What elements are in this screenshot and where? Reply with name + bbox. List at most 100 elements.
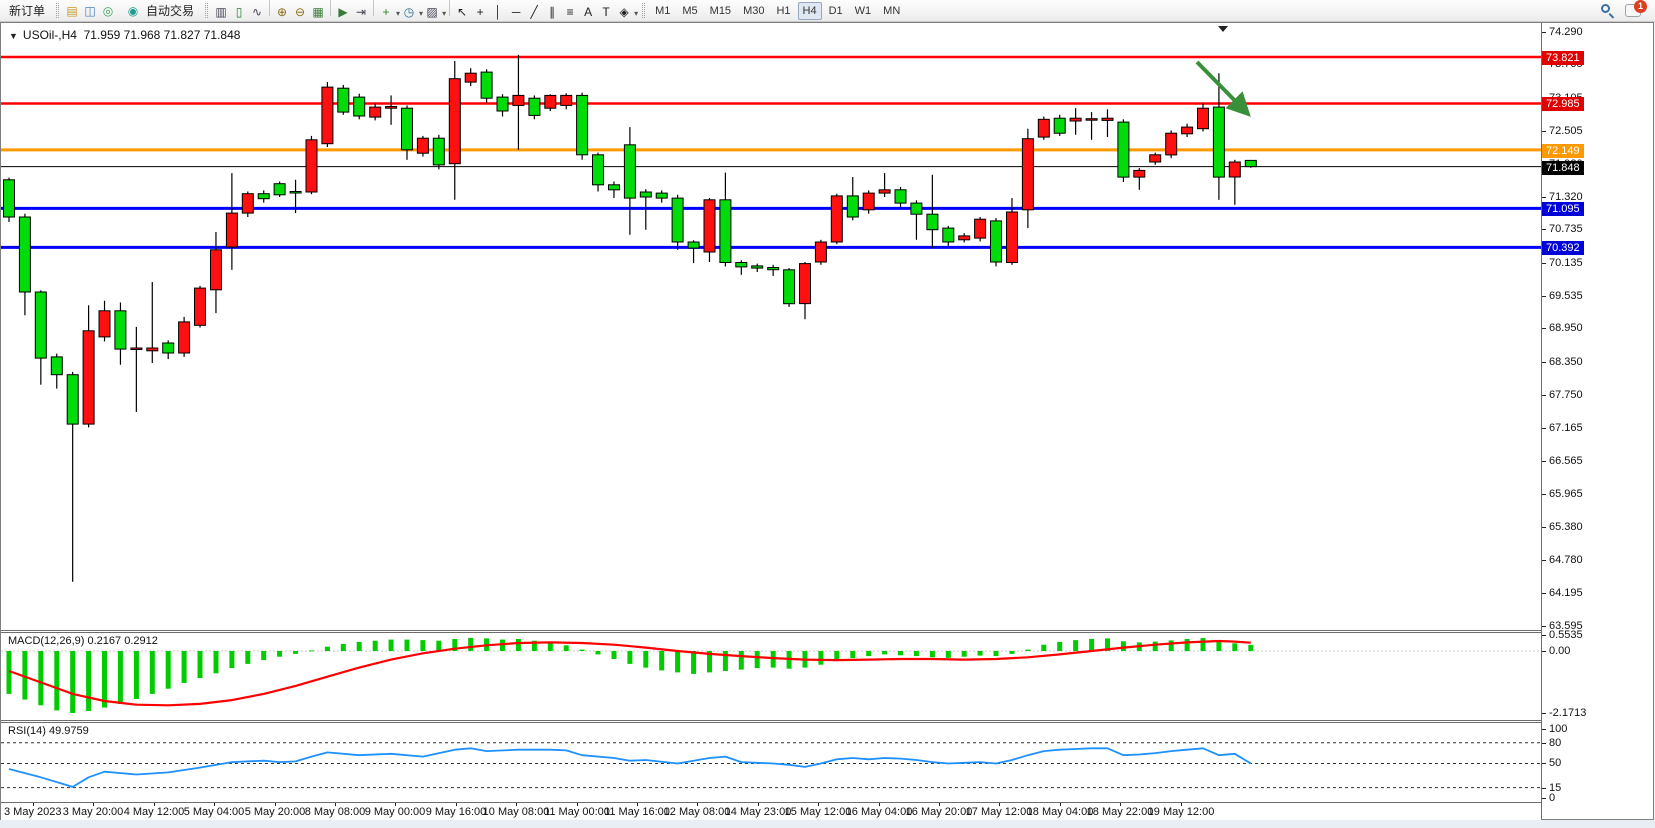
- macd-histogram-bar: [420, 640, 426, 651]
- fibonacci-icon[interactable]: ≡: [566, 5, 574, 19]
- zoom-out-icon[interactable]: ⊖: [295, 5, 306, 19]
- price-tick-label: 71.320: [1549, 191, 1583, 203]
- timeframe-h4[interactable]: H4: [797, 1, 822, 20]
- macd-pane[interactable]: [1, 633, 1541, 720]
- time-tick: [637, 803, 638, 806]
- chart-shift-marker[interactable]: [1218, 26, 1228, 32]
- candle-up: [416, 137, 429, 154]
- macd-histogram-bar: [691, 651, 697, 674]
- macd-histogram-bar: [1073, 640, 1079, 651]
- new-order-button[interactable]: 新订单: [2, 1, 52, 20]
- time-tick-label: 3 May 2023: [4, 806, 62, 818]
- text-icon[interactable]: A: [584, 5, 593, 19]
- price-tick: [1542, 263, 1546, 264]
- price-tick: [1542, 362, 1546, 363]
- trend-arrow-annotation[interactable]: [1195, 60, 1251, 117]
- price-tick-label: 68.350: [1549, 356, 1583, 368]
- rsi-pane[interactable]: [1, 723, 1541, 802]
- price-tick-label: 68.950: [1549, 322, 1583, 334]
- auto-trading-button[interactable]: ◉ 自动交易: [117, 1, 201, 20]
- timeframe-m30[interactable]: M30: [743, 4, 765, 17]
- trendline-icon[interactable]: ╱: [530, 5, 538, 19]
- market-watch-icon[interactable]: ▤: [66, 3, 78, 18]
- arrows-icon[interactable]: ◈: [619, 5, 629, 19]
- indicators-icon-dropdown[interactable]: ▾: [396, 9, 401, 18]
- chart-window-icon[interactable]: ◫: [84, 3, 96, 18]
- candle-up: [369, 106, 382, 118]
- macd-histogram-bar: [850, 651, 856, 659]
- timeframe-h1[interactable]: H1: [776, 4, 791, 17]
- price-pane[interactable]: [1, 23, 1541, 630]
- candlestick-chart-icon[interactable]: ▯: [235, 5, 243, 19]
- timeframe-mn[interactable]: MN: [883, 4, 901, 17]
- candle-up: [321, 86, 334, 145]
- zoom-in-icon[interactable]: ⊕: [277, 5, 288, 19]
- candle-down: [767, 267, 780, 271]
- auto-scroll-icon[interactable]: ▶: [338, 5, 348, 19]
- bar-chart-icon[interactable]: ▥: [215, 5, 227, 19]
- time-tick: [335, 803, 336, 806]
- macd-histogram-bar: [356, 641, 362, 651]
- pane-splitter[interactable]: [1, 720, 1653, 723]
- candle-up: [1197, 107, 1209, 130]
- macd-histogram-bar: [1200, 638, 1206, 651]
- macd-histogram-bar: [818, 651, 824, 665]
- price-axis[interactable]: [1541, 23, 1653, 819]
- timeframe-m1[interactable]: M1: [655, 4, 671, 17]
- macd-histogram-bar: [309, 650, 314, 652]
- cursor-icon[interactable]: ↖: [457, 5, 468, 19]
- notifications-icon[interactable]: 1: [1625, 0, 1647, 17]
- candle-up: [830, 195, 843, 243]
- macd-axis-label: -2.1713: [1549, 707, 1587, 719]
- timeframe-m5[interactable]: M5: [682, 4, 698, 17]
- time-tick-label: 9 May 16:00: [425, 806, 487, 818]
- macd-histogram-bar: [531, 640, 537, 651]
- indicators-icon[interactable]: +: [382, 5, 390, 19]
- macd-histogram-bar: [547, 642, 553, 651]
- candle-down: [1244, 159, 1257, 168]
- arrows-icon-dropdown[interactable]: ▾: [634, 9, 639, 18]
- timeframe-d1[interactable]: D1: [828, 4, 843, 17]
- rsi-axis-label: 0: [1549, 792, 1556, 804]
- toolbar-drag-handle[interactable]: [56, 3, 60, 18]
- macd-histogram-bar: [579, 649, 585, 651]
- crosshair-icon[interactable]: +: [476, 5, 484, 19]
- chart-ohlc-values: 71.959 71.968 71.827 71.848: [83, 28, 241, 42]
- macd-histogram-bar: [70, 651, 76, 713]
- text-label-icon[interactable]: T: [602, 5, 610, 19]
- chart-title[interactable]: ▼ USOil-,H4 71.959 71.968 71.827 71.848: [9, 28, 240, 42]
- macd-histogram-bar: [436, 640, 442, 651]
- templates-icon-dropdown[interactable]: ▾: [442, 9, 447, 18]
- price-tick: [1542, 229, 1546, 230]
- pane-splitter[interactable]: [1, 630, 1653, 633]
- price-tick: [1542, 428, 1546, 429]
- equidistant-channel-icon[interactable]: ∥: [549, 5, 556, 19]
- price-tick-label: 66.565: [1549, 455, 1583, 467]
- toolbar-drag-handle[interactable]: [642, 3, 646, 18]
- search-icon[interactable]: [1601, 3, 1615, 19]
- templates-icon[interactable]: ▨: [426, 5, 438, 19]
- line-chart-icon[interactable]: ∿: [252, 5, 263, 19]
- vertical-line-icon[interactable]: │: [494, 5, 502, 19]
- candle-down: [3, 179, 15, 218]
- macd-histogram-bar: [1025, 649, 1031, 651]
- chart-title-collapse-icon[interactable]: ▼: [9, 31, 18, 41]
- periods-icon[interactable]: ◷: [403, 5, 415, 19]
- chart-shift-icon[interactable]: ⇥: [356, 5, 367, 19]
- candle-down: [528, 97, 541, 116]
- time-axis[interactable]: 3 May 2023 3 May 20:00 4 May 12:00 5 May 04…: [1, 803, 1541, 820]
- price-tick: [1542, 32, 1546, 33]
- toolbar-drag-handle[interactable]: [205, 3, 209, 18]
- macd-histogram-bar: [500, 639, 505, 651]
- timeframe-m15[interactable]: M15: [709, 4, 732, 17]
- horizontal-line-icon[interactable]: ─: [511, 5, 521, 19]
- candle-down: [162, 342, 175, 354]
- candle-up: [305, 139, 318, 193]
- candle-up: [703, 199, 716, 253]
- candle-down: [623, 144, 636, 199]
- signals-icon[interactable]: ◎: [102, 3, 114, 18]
- tile-windows-icon[interactable]: ▦: [312, 5, 324, 19]
- toolbar-separator: [449, 0, 451, 16]
- periods-icon-dropdown[interactable]: ▾: [419, 9, 424, 18]
- timeframe-w1[interactable]: W1: [854, 4, 872, 17]
